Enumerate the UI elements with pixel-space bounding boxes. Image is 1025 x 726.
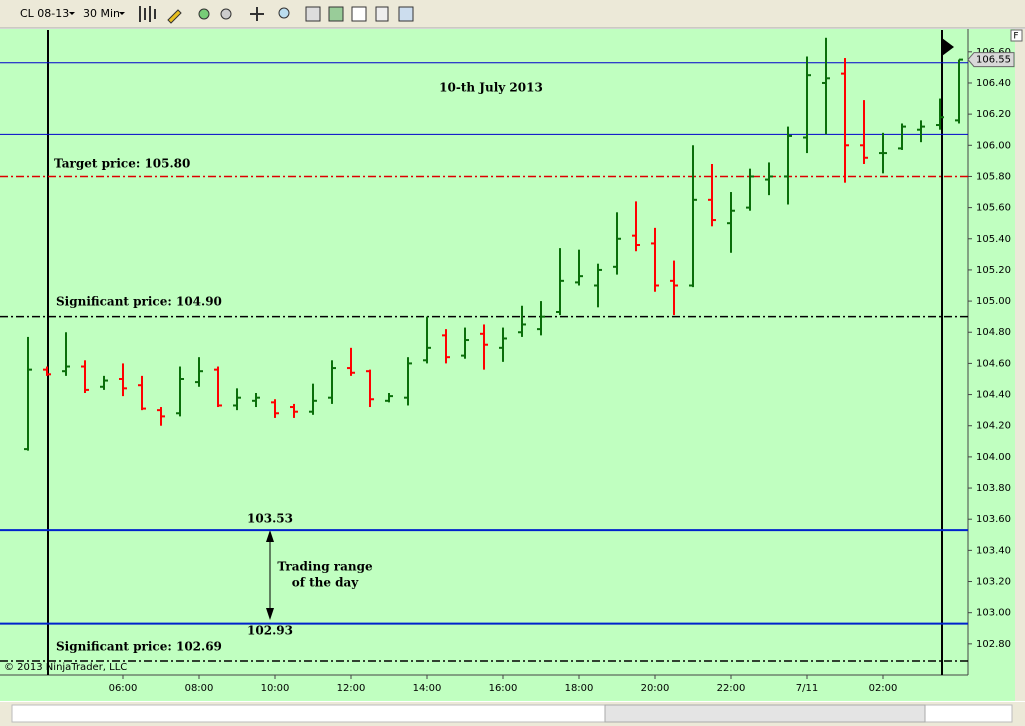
y-tick-label: 104.00 xyxy=(976,452,1011,463)
y-tick-label: 103.00 xyxy=(976,608,1011,619)
instrument-selector[interactable]: CL 08-13 xyxy=(20,7,69,20)
y-tick-label: 105.20 xyxy=(976,265,1011,276)
annotation: Target price: 105.80 xyxy=(54,157,190,171)
x-tick-label: 22:00 xyxy=(717,683,746,694)
y-tick-label: 102.80 xyxy=(976,639,1011,650)
y-tick-label: 104.60 xyxy=(976,358,1011,369)
y-tick-label: 103.80 xyxy=(976,483,1011,494)
y-tick-label: 104.40 xyxy=(976,390,1011,401)
y-tick-label: 103.40 xyxy=(976,545,1011,556)
y-tick-label: 105.40 xyxy=(976,234,1011,245)
toolbar xyxy=(0,0,1025,28)
window-edge xyxy=(1015,29,1025,701)
y-tick-label: 106.00 xyxy=(976,140,1011,151)
toolbar-icons[interactable] xyxy=(139,6,414,24)
dropdown-arrow[interactable] xyxy=(69,12,75,15)
x-tick-label: 20:00 xyxy=(641,683,670,694)
scroll-thumb[interactable] xyxy=(604,704,926,723)
interval-selector[interactable]: 30 Min xyxy=(83,7,120,20)
x-tick-label: 12:00 xyxy=(337,683,366,694)
copyright: © 2013 NinjaTrader, LLC xyxy=(4,662,127,673)
y-tick-label: 105.00 xyxy=(976,296,1011,307)
y-tick-label: 103.60 xyxy=(976,514,1011,525)
x-tick-label: 18:00 xyxy=(565,683,594,694)
chart-background xyxy=(0,29,1015,701)
annotation: Trading range xyxy=(277,560,373,574)
last-price-tag xyxy=(967,52,1015,68)
x-tick-label: 7/11 xyxy=(796,683,818,694)
annotation: of the day xyxy=(292,576,360,590)
y-tick-label: 105.60 xyxy=(976,203,1011,214)
x-tick-label: 06:00 xyxy=(109,683,138,694)
y-tick-label: 105.80 xyxy=(976,171,1011,182)
panel-badge-box[interactable] xyxy=(1010,29,1023,42)
y-tick-label: 104.80 xyxy=(976,327,1011,338)
annotation: Significant price: 104.90 xyxy=(56,295,222,309)
last-price-label: 106.55 xyxy=(976,55,1011,66)
annotation: Significant price: 102.69 xyxy=(56,640,222,654)
x-tick-label: 14:00 xyxy=(413,683,442,694)
x-tick-label: 02:00 xyxy=(869,683,898,694)
chart-title: 10-th July 2013 xyxy=(439,81,543,95)
range-arrow xyxy=(266,530,274,620)
x-tick-label: 08:00 xyxy=(185,683,214,694)
panel-badge[interactable]: F xyxy=(1013,32,1018,42)
current-bar-marker xyxy=(942,38,954,56)
x-tick-label: 16:00 xyxy=(489,683,518,694)
annotation: 103.53 xyxy=(247,512,293,526)
dropdown-arrow[interactable] xyxy=(119,12,125,15)
y-tick-label: 103.20 xyxy=(976,577,1011,588)
x-tick-label: 10:00 xyxy=(261,683,290,694)
annotation: 102.93 xyxy=(247,624,293,638)
y-tick-label: 106.20 xyxy=(976,109,1011,120)
y-tick-label: 104.20 xyxy=(976,421,1011,432)
y-tick-label: 106.40 xyxy=(976,78,1011,89)
